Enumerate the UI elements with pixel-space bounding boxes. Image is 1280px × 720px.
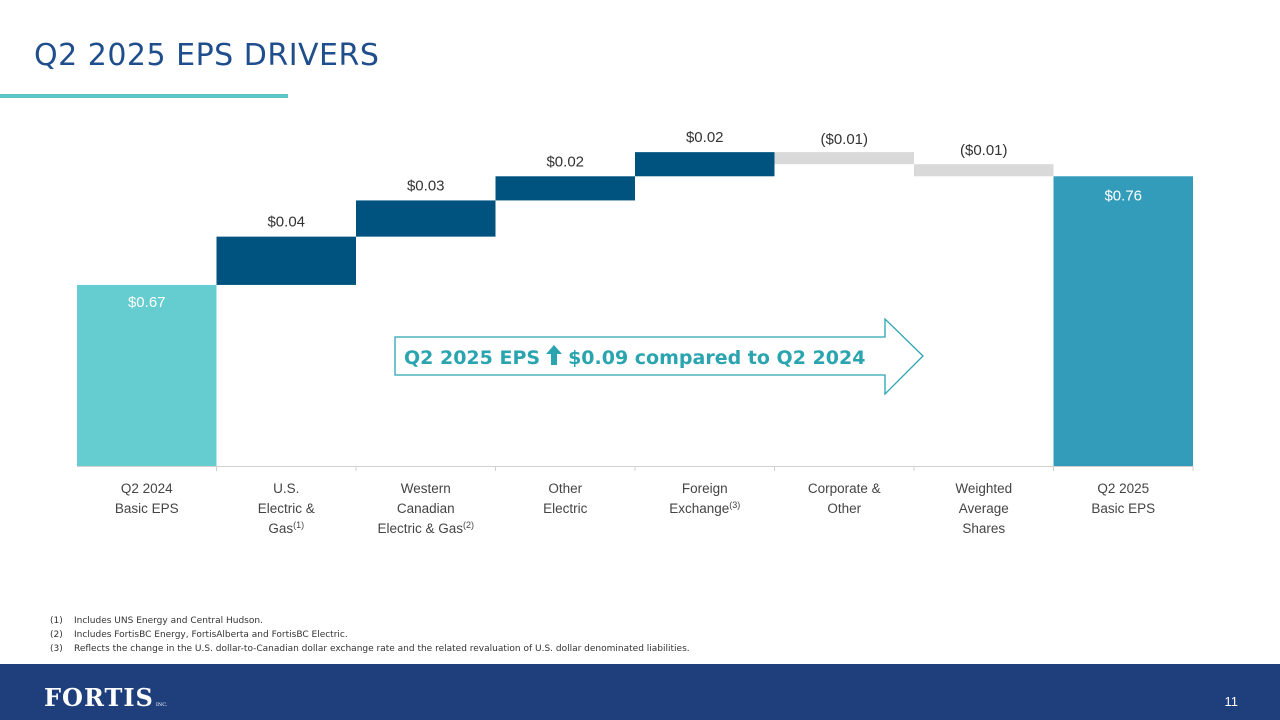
bar-7 bbox=[1053, 176, 1193, 467]
footnote-1: (1) Includes UNS Energy and Central Huds… bbox=[50, 616, 263, 626]
bar-0 bbox=[77, 284, 217, 466]
up-arrow-icon bbox=[546, 345, 563, 370]
category-label-1-0: U.S. bbox=[273, 481, 299, 496]
bar-2 bbox=[356, 200, 496, 237]
data-label-1: $0.04 bbox=[267, 214, 305, 231]
category-label-2-2: Electric & Gas(2) bbox=[377, 520, 474, 536]
footnote-marker-1: (1) bbox=[293, 520, 304, 530]
category-label-4-0: Foreign bbox=[682, 481, 728, 496]
bar-5 bbox=[774, 152, 914, 165]
category-label-1-1: Electric & bbox=[258, 501, 315, 516]
footer-bar bbox=[0, 664, 1280, 720]
category-label-1-2: Gas(1) bbox=[268, 520, 304, 536]
category-label-0-0: Q2 2024 bbox=[121, 481, 173, 496]
category-label-7-0: Q2 2025 bbox=[1097, 481, 1149, 496]
bar-1 bbox=[216, 236, 356, 285]
footnote-3: (3) Reflects the change in the U.S. doll… bbox=[50, 644, 690, 654]
eps-callout: Q2 2025 EPS $0.09 compared to Q2 2024 bbox=[404, 345, 865, 370]
category-label-6-2: Shares bbox=[962, 521, 1005, 536]
category-label-7-1: Basic EPS bbox=[1091, 501, 1155, 516]
category-label-5-0: Corporate & bbox=[808, 481, 881, 496]
page-title: Q2 2025 EPS DRIVERS bbox=[34, 38, 380, 73]
title-underline bbox=[0, 94, 288, 98]
category-label-2-1: Canadian bbox=[397, 501, 455, 516]
category-label-6-0: Weighted bbox=[955, 481, 1012, 496]
data-label-4: $0.02 bbox=[686, 129, 724, 146]
page-number: 11 bbox=[1224, 694, 1239, 709]
data-label-0: $0.67 bbox=[128, 294, 166, 311]
footnote-2: (2) Includes FortisBC Energy, FortisAlbe… bbox=[50, 630, 348, 640]
data-label-6: ($0.01) bbox=[960, 142, 1008, 159]
category-label-0-1: Basic EPS bbox=[115, 501, 179, 516]
data-label-3: $0.02 bbox=[546, 153, 584, 170]
bar-4 bbox=[635, 152, 775, 177]
eps-waterfall-chart: $0.67 Q2 2024 Basic EPS $0.04 U.S. Electric &… bbox=[77, 129, 1194, 536]
bar-6 bbox=[914, 164, 1054, 177]
footnote-marker-2: (2) bbox=[463, 520, 474, 530]
category-label-6-1: Average bbox=[959, 501, 1009, 516]
category-label-3-0: Other bbox=[548, 481, 582, 496]
category-label-4-1: Exchange(3) bbox=[669, 500, 740, 516]
footnotes: (1) Includes UNS Energy and Central Huds… bbox=[50, 614, 690, 656]
callout-suffix: $0.09 compared to Q2 2024 bbox=[568, 346, 866, 369]
data-label-2: $0.03 bbox=[407, 177, 445, 194]
category-label-5-1: Other bbox=[827, 501, 861, 516]
callout-arrow-shape bbox=[394, 317, 924, 396]
callout-prefix: Q2 2025 EPS bbox=[404, 346, 541, 369]
category-label-2-0: Western bbox=[401, 481, 451, 496]
footnote-marker-4: (3) bbox=[729, 500, 740, 510]
fortis-logo: FORTIS INC. bbox=[44, 683, 168, 712]
data-label-5: ($0.01) bbox=[820, 131, 868, 148]
category-label-3-1: Electric bbox=[543, 501, 588, 516]
data-label-7: $0.76 bbox=[1104, 187, 1142, 204]
bar-3 bbox=[495, 176, 635, 201]
